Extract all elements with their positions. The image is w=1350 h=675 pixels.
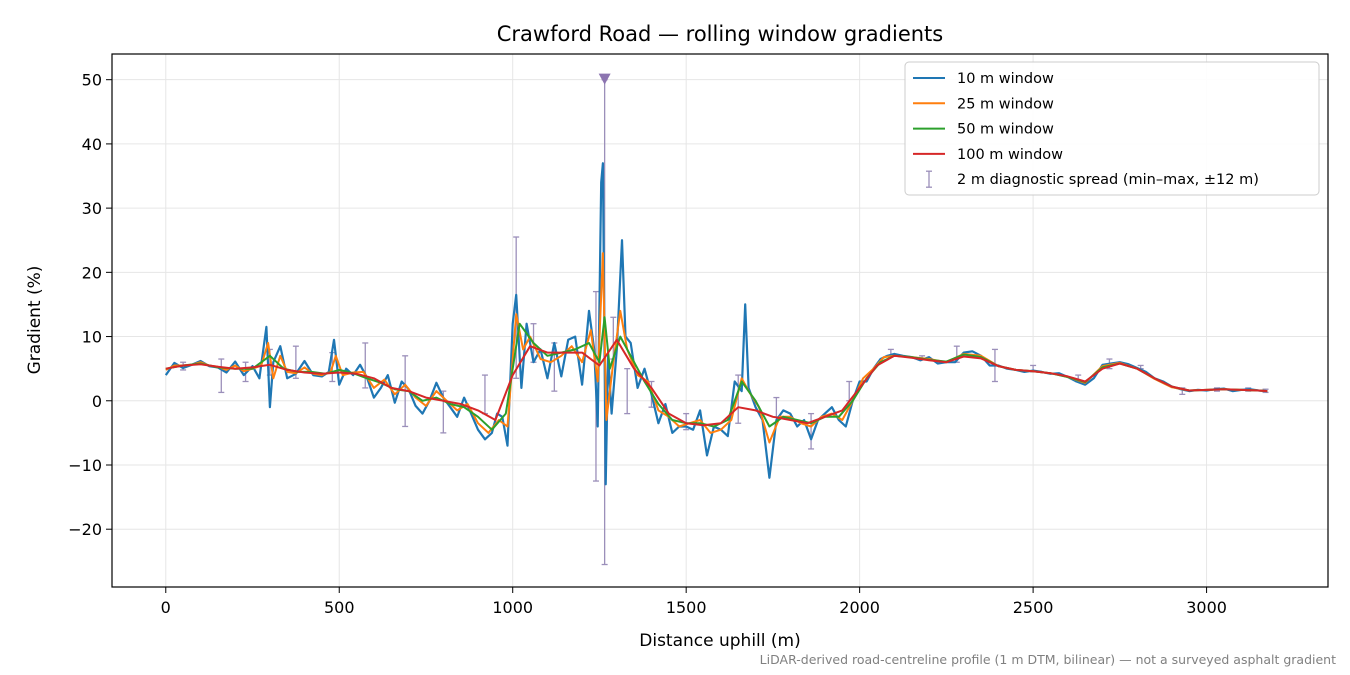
y-tick-label: 20	[82, 263, 102, 282]
plot-frame	[111, 53, 1329, 588]
legend-label: 25 m window	[957, 96, 1054, 112]
y-tick-label: −10	[68, 456, 102, 475]
x-tick-label: 1500	[666, 598, 707, 617]
y-tick-label: −20	[68, 520, 102, 539]
legend-box	[904, 61, 1320, 196]
x-tick-label: 0	[161, 598, 171, 617]
x-tick-label: 1000	[492, 598, 533, 617]
y-tick-label: 0	[92, 392, 102, 411]
y-tick-label: 40	[82, 135, 102, 154]
y-tick-label: 30	[82, 199, 102, 218]
legend-label: 10 m window	[957, 71, 1054, 87]
series-line	[165, 252, 1268, 444]
x-tick-label: 500	[324, 598, 355, 617]
y-axis: −20 −10 0 10 20 30 40 50	[68, 71, 112, 539]
plot-area	[164, 73, 1269, 566]
legend: 10 m window 25 m window 50 m window 100 m w…	[904, 61, 1320, 196]
x-tick-label: 2000	[839, 598, 880, 617]
chart-title: Crawford Road — rolling window gradients	[497, 22, 944, 46]
legend-label: 2 m diagnostic spread (min–max, ±12 m)	[957, 172, 1259, 188]
footnote: LiDAR-derived road-centreline profile (1…	[760, 652, 1336, 667]
x-tick-label: 2500	[1013, 598, 1054, 617]
series-line	[165, 338, 1268, 427]
series-line	[164, 162, 1268, 486]
y-tick-label: 50	[82, 71, 102, 90]
outlier-marker	[598, 73, 611, 85]
y-tick-label: 10	[82, 328, 102, 347]
legend-label: 100 m window	[957, 147, 1063, 163]
x-axis-label: Distance uphill (m)	[639, 631, 800, 651]
y-axis-label: Gradient (%)	[25, 266, 45, 375]
legend-label: 50 m window	[957, 122, 1054, 138]
x-tick-label: 3000	[1186, 598, 1227, 617]
x-axis: 0 500 1000 1500 2000 2500 3000	[161, 587, 1227, 617]
